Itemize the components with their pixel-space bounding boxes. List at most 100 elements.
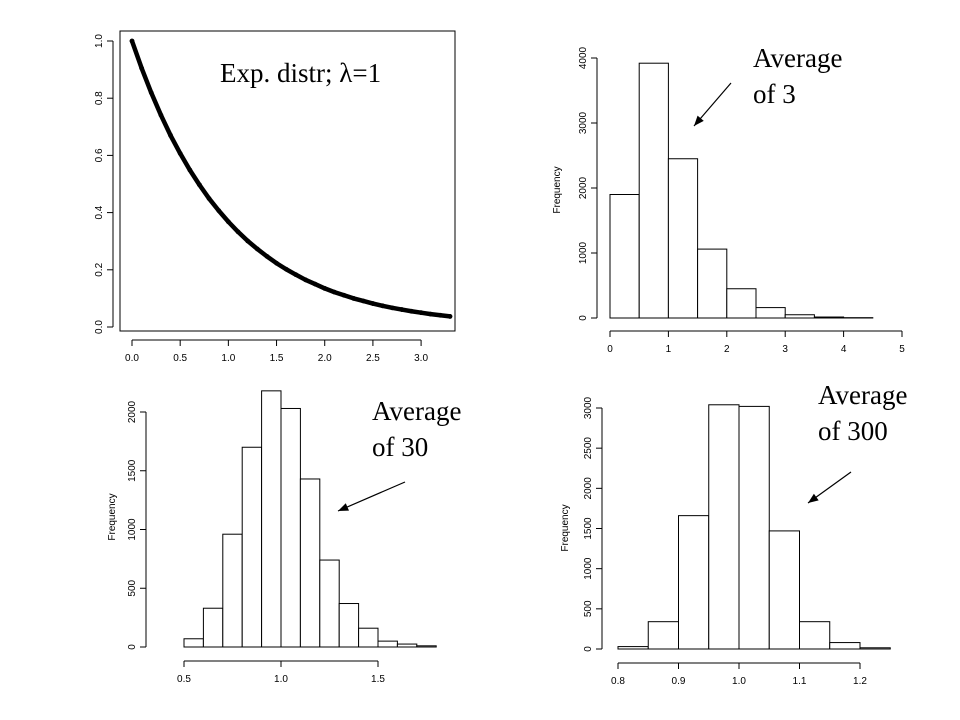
exp-point: [303, 277, 308, 283]
exp-plot-box: [119, 30, 456, 332]
exp-density-curve: [129, 38, 453, 319]
exp-x-tick-label: 1.5: [270, 353, 284, 364]
avg30-bar: [377, 640, 398, 648]
avg300-x-tick-label: 1.1: [793, 676, 807, 687]
exp-x-tick-label: 1.0: [221, 353, 235, 364]
avg3-y-tick-label: 2000: [578, 176, 589, 199]
avg300-bar: [678, 515, 710, 650]
exp-point: [139, 65, 145, 71]
avg3-x-tick-label: 5: [899, 344, 905, 355]
avg30-bar: [319, 559, 340, 648]
avg30-y-tick-label: 2000: [127, 400, 138, 423]
avg300-panel: 0.8 0.9 1.0 1.1 1.2 0 500 1000 1500 2000 2500 3000 F…: [560, 380, 907, 687]
exp-point: [409, 308, 414, 314]
avg300-x-tick-label: 0.9: [672, 676, 686, 687]
exp-x-tick-label: 0.0: [125, 353, 139, 364]
avg30-bar: [396, 643, 418, 648]
exp-point: [235, 229, 241, 235]
avg30-arrow-head: [338, 503, 349, 511]
avg300-bar: [647, 621, 679, 650]
exp-point: [428, 311, 434, 317]
avg30-bar: [280, 407, 301, 648]
exp-y-tick-label: 0.0: [94, 320, 105, 334]
avg300-x-tick-label: 0.8: [611, 676, 625, 687]
exp-y-tick-label: 0.2: [94, 262, 105, 276]
exp-y-tick-label: 1.0: [94, 34, 105, 48]
avg3-panel: 0 1 2 3 4 5 0 1000 2000 3000 4000 Frequency Average o…: [552, 43, 905, 355]
avg3-bar: [784, 314, 815, 319]
avg300-bar: [799, 621, 831, 650]
avg3-bar: [667, 158, 699, 319]
avg30-y-tick-label: 1000: [127, 518, 138, 541]
avg300-annotation-line: of 300: [818, 416, 888, 446]
avg300-y-axis-label: Frequency: [560, 504, 571, 551]
avg30-annotation-line: of 30: [372, 432, 428, 462]
exp-y-tick-label: 0.8: [94, 91, 105, 105]
avg3-y-tick-label: 3000: [578, 111, 589, 134]
exp-point: [437, 312, 443, 318]
exp-point: [274, 260, 279, 266]
exp-x-tick-label: 2.5: [366, 353, 380, 364]
avg3-x-tick-label: 3: [782, 344, 788, 355]
exp-y-tick-label: 0.6: [94, 148, 105, 162]
avg30-bar: [222, 533, 243, 648]
avg3-bar: [638, 62, 669, 319]
avg30-arrow-shaft: [337, 481, 406, 512]
avg30-bar: [338, 603, 360, 648]
exp-point: [264, 253, 270, 259]
exp-point: [370, 301, 376, 306]
avg300-x-tick-label: 1.2: [853, 676, 867, 687]
avg300-y-tick-label: 2500: [583, 437, 594, 460]
avg3-x-tick-label: 1: [666, 344, 672, 355]
avg30-bar: [241, 446, 263, 648]
exp-point: [312, 281, 318, 287]
exp-point: [351, 296, 357, 301]
avg300-annotation-line: Average: [818, 380, 907, 410]
exp-point: [341, 292, 347, 298]
avg30-x-tick-label: 1.0: [274, 674, 288, 685]
exp-point: [360, 298, 366, 304]
avg3-y-tick-label: 0: [578, 315, 589, 321]
avg30-bar: [202, 607, 224, 648]
avg3-arrow-head: [694, 115, 704, 126]
exp-x-tick-label: 0.5: [173, 353, 187, 364]
avg3-bar: [609, 194, 640, 319]
avg3-bar: [755, 307, 786, 319]
exp-point: [158, 112, 164, 118]
exp-point: [254, 246, 260, 252]
exp-density-panel: 0.0 0.5 1.0 1.5 2.0 2.5 3.0 0.0 0.2 0.4 0.6 0.8 1.0 E…: [94, 30, 456, 364]
avg3-annotation-line: of 3: [753, 79, 796, 109]
avg3-bar: [726, 288, 757, 319]
avg300-y-tick-label: 3000: [583, 396, 594, 419]
exp-point: [148, 90, 154, 96]
avg30-bar: [416, 645, 437, 648]
exp-point: [177, 150, 183, 156]
exp-point: [399, 307, 405, 312]
avg30-bar: [358, 627, 379, 648]
exp-point: [216, 208, 222, 213]
avg3-x-tick-label: 0: [607, 344, 613, 355]
avg30-x-tick-label: 1.5: [371, 674, 385, 685]
avg30-y-tick-label: 1500: [127, 459, 138, 482]
exp-point: [225, 219, 231, 225]
avg300-y-tick-label: 2000: [583, 477, 594, 500]
avg30-y-axis-label: Frequency: [107, 493, 118, 540]
exp-x-tick-label: 3.0: [414, 353, 428, 364]
avg3-x-tick-label: 2: [724, 344, 730, 355]
avg300-y-tick-label: 0: [583, 646, 594, 652]
exp-point: [418, 310, 424, 316]
avg300-bar: [829, 642, 861, 650]
exp-point: [168, 132, 173, 138]
avg3-bar: [813, 316, 845, 319]
avg30-bar: [299, 478, 321, 648]
exp-point: [322, 285, 328, 291]
exp-x-tick-label: 2.0: [318, 353, 332, 364]
exp-point: [293, 272, 299, 278]
avg300-y-tick-label: 1500: [583, 517, 594, 540]
avg300-bar: [768, 530, 800, 650]
exp-title: Exp. distr; λ=1: [220, 58, 381, 88]
avg300-bar: [859, 647, 891, 650]
avg30-bar: [261, 390, 282, 648]
avg30-x-tick-label: 0.5: [177, 674, 191, 685]
